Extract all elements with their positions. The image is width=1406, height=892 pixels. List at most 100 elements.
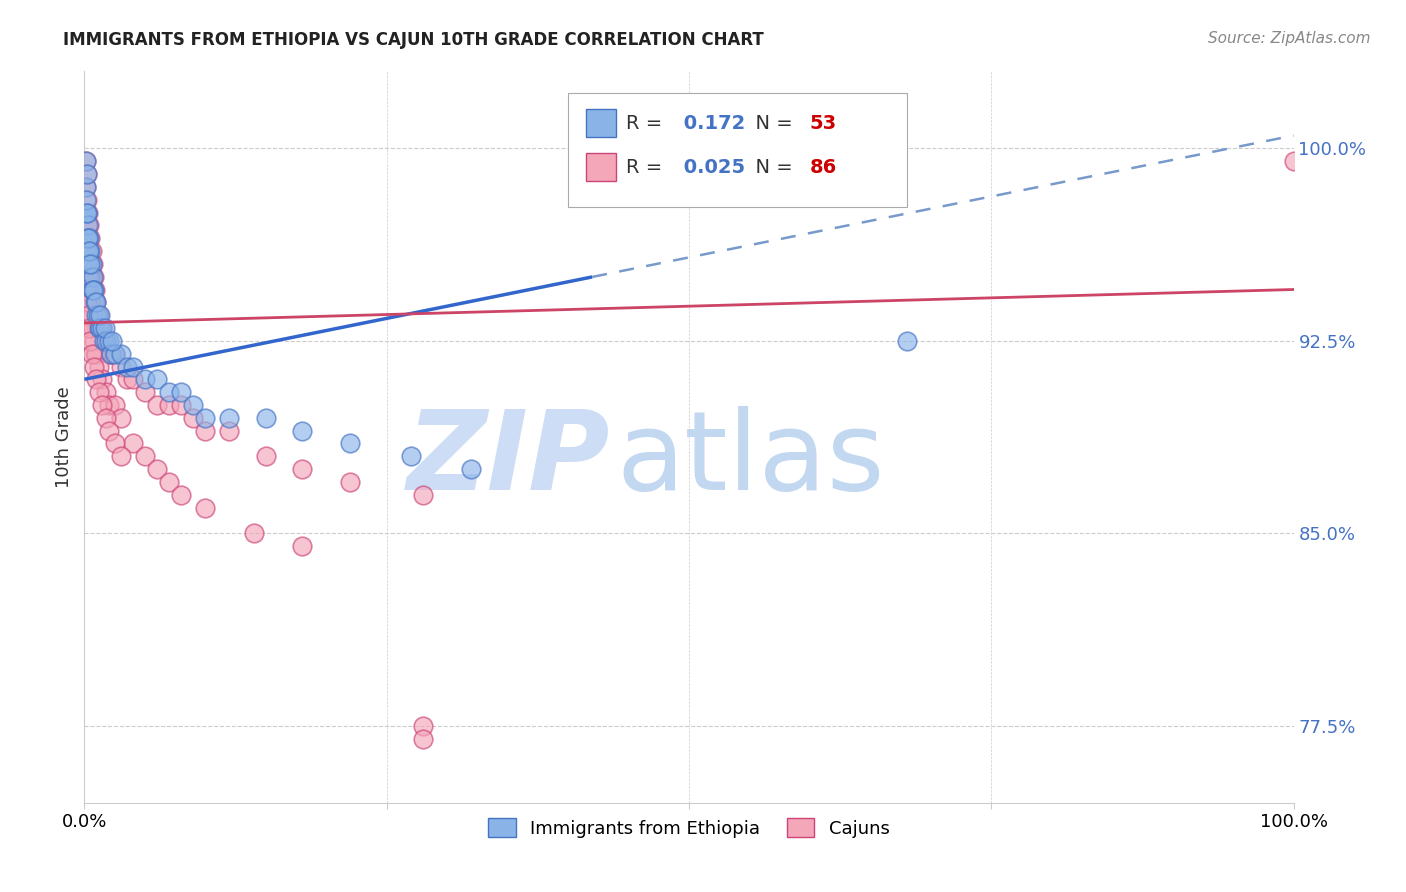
Point xyxy=(83,283,105,297)
Point xyxy=(76,219,98,233)
Point xyxy=(80,244,103,258)
Point xyxy=(75,205,97,219)
Point xyxy=(77,269,100,284)
Point xyxy=(94,321,117,335)
Point xyxy=(291,462,314,476)
Point xyxy=(115,359,138,374)
Point xyxy=(77,205,100,219)
Point xyxy=(254,450,277,464)
Point xyxy=(77,308,100,322)
Point xyxy=(87,308,110,322)
Point xyxy=(291,424,314,438)
Point xyxy=(80,257,103,271)
Text: R =: R = xyxy=(626,114,669,133)
Point xyxy=(83,269,105,284)
Point xyxy=(181,410,204,425)
Point xyxy=(79,257,101,271)
Point xyxy=(157,385,180,400)
Point xyxy=(77,244,100,258)
FancyBboxPatch shape xyxy=(568,94,907,207)
Text: ZIP: ZIP xyxy=(406,406,610,513)
Text: N =: N = xyxy=(744,158,800,177)
Point xyxy=(97,398,120,412)
Point xyxy=(76,193,98,207)
Point xyxy=(412,488,434,502)
Text: IMMIGRANTS FROM ETHIOPIA VS CAJUN 10TH GRADE CORRELATION CHART: IMMIGRANTS FROM ETHIOPIA VS CAJUN 10TH G… xyxy=(63,31,763,49)
Point xyxy=(291,539,314,553)
Point xyxy=(242,526,264,541)
Point xyxy=(412,731,434,746)
Point xyxy=(86,308,108,322)
Point xyxy=(87,385,110,400)
Point xyxy=(87,359,110,374)
Point xyxy=(75,193,97,207)
Point xyxy=(91,398,114,412)
Point xyxy=(134,372,156,386)
Point xyxy=(896,334,918,348)
Point xyxy=(93,334,115,348)
Point xyxy=(86,321,108,335)
Point xyxy=(157,398,180,412)
Point xyxy=(91,321,114,335)
Point xyxy=(134,385,156,400)
Point xyxy=(94,334,117,348)
Point xyxy=(94,334,117,348)
Point xyxy=(77,244,100,258)
Point xyxy=(77,219,100,233)
Point xyxy=(79,269,101,284)
Text: R =: R = xyxy=(626,158,669,177)
Point xyxy=(104,346,127,360)
Point xyxy=(146,398,169,412)
Bar xyxy=(586,153,616,181)
Point xyxy=(218,424,240,438)
Point xyxy=(79,334,101,348)
Point xyxy=(76,257,98,271)
Point xyxy=(75,154,97,169)
Point xyxy=(399,450,422,464)
Point xyxy=(80,308,103,322)
Text: atlas: atlas xyxy=(616,406,884,513)
Y-axis label: 10th Grade: 10th Grade xyxy=(55,386,73,488)
Point xyxy=(146,462,169,476)
Point xyxy=(101,334,124,348)
Point xyxy=(75,244,97,258)
Point xyxy=(104,346,127,360)
Point xyxy=(86,372,108,386)
Point xyxy=(94,410,117,425)
Text: Source: ZipAtlas.com: Source: ZipAtlas.com xyxy=(1208,31,1371,46)
Point xyxy=(89,321,111,335)
Point xyxy=(77,244,100,258)
Point xyxy=(76,167,98,181)
Point xyxy=(83,359,105,374)
Point xyxy=(84,346,107,360)
Point xyxy=(77,257,100,271)
Point xyxy=(110,450,132,464)
Point xyxy=(80,283,103,297)
Point xyxy=(218,410,240,425)
Point xyxy=(89,308,111,322)
Point xyxy=(82,257,104,271)
Point xyxy=(87,321,110,335)
Text: N =: N = xyxy=(744,114,800,133)
Point xyxy=(97,334,120,348)
Text: 0.172: 0.172 xyxy=(676,114,745,133)
Point xyxy=(100,346,122,360)
Point xyxy=(77,231,100,245)
Point xyxy=(79,283,101,297)
Point xyxy=(100,346,122,360)
Point xyxy=(121,436,143,450)
Point xyxy=(86,295,108,310)
Point xyxy=(93,334,115,348)
Point xyxy=(110,359,132,374)
Point xyxy=(82,283,104,297)
Point xyxy=(76,205,98,219)
Point xyxy=(82,269,104,284)
Point xyxy=(80,269,103,284)
Point xyxy=(75,154,97,169)
Point xyxy=(460,462,482,476)
Point xyxy=(339,436,361,450)
Point xyxy=(75,205,97,219)
Point xyxy=(94,385,117,400)
Point xyxy=(77,321,100,335)
Point xyxy=(79,244,101,258)
